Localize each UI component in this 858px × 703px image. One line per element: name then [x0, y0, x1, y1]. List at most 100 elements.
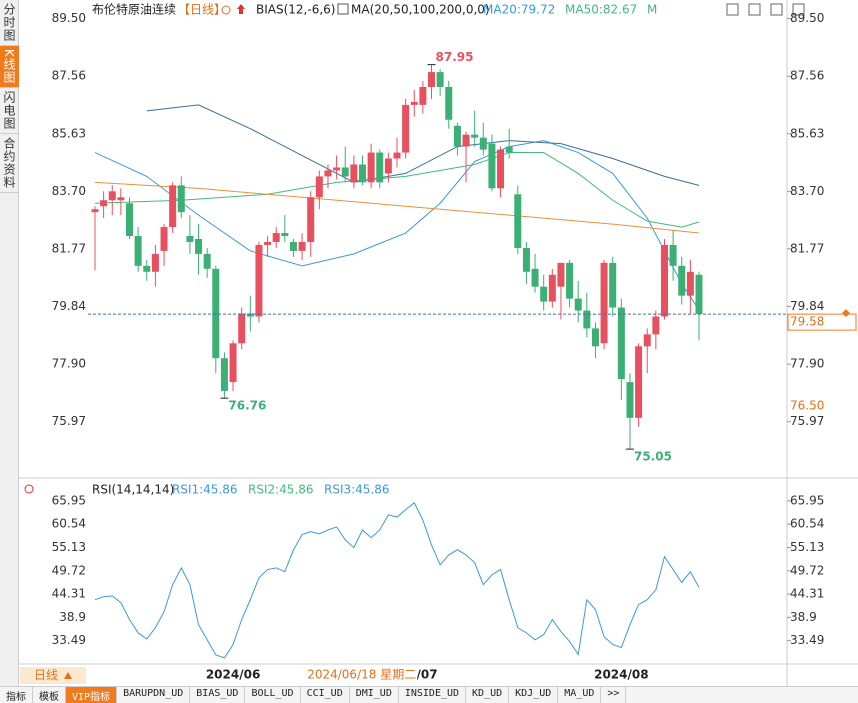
- toolbar-tab[interactable]: BARUPDN_UD: [117, 687, 191, 703]
- y-tick-label: 55.13: [52, 540, 86, 554]
- candle-body: [315, 176, 323, 198]
- period-label: 日线: [34, 668, 59, 682]
- candle-body: [220, 358, 228, 392]
- candle-body: [566, 262, 574, 299]
- candle-body: [574, 298, 582, 311]
- last-price-box: [787, 313, 857, 331]
- candle-body: [307, 197, 315, 242]
- panel-title: RSI(14,14,14): [92, 483, 174, 497]
- candle-body: [540, 286, 548, 302]
- candle-body: [471, 134, 479, 138]
- candle-body: [126, 203, 134, 237]
- legend-text: MA20:79.72: [483, 3, 555, 17]
- y-tick-label: 60.54: [790, 517, 824, 531]
- toolbar-tab[interactable]: INSIDE_UD: [399, 687, 467, 703]
- legend-text: MA50:82.67: [565, 3, 637, 17]
- candle-body: [324, 170, 332, 177]
- candle-body: [108, 191, 116, 201]
- y-tick-label: 65.95: [52, 493, 86, 507]
- toolbar-tab[interactable]: 指标: [0, 687, 33, 703]
- y-tick-label: 87.56: [52, 69, 86, 83]
- candle-body: [246, 313, 254, 317]
- candle-body: [350, 164, 358, 183]
- candle-body: [151, 253, 159, 272]
- period-button[interactable]: 日线: [20, 667, 86, 684]
- candle-body: [264, 241, 272, 245]
- settings-icon[interactable]: [24, 484, 34, 494]
- candle-body: [289, 241, 297, 251]
- candle-body: [531, 268, 539, 287]
- candle-body: [514, 194, 522, 248]
- candle-body: [238, 313, 246, 344]
- toolbar-tab[interactable]: BIAS_UD: [190, 687, 246, 703]
- rsi-line: [94, 502, 700, 659]
- candle-body: [522, 247, 530, 272]
- toolbar-tab[interactable]: VIP指标: [66, 687, 118, 703]
- candle-body: [643, 334, 651, 347]
- indicator-icon: [237, 4, 245, 14]
- candle-body: [117, 197, 125, 201]
- ma-line: [146, 104, 700, 186]
- candle-body: [436, 72, 444, 87]
- candle-body: [652, 316, 660, 335]
- y-tick-label: 85.63: [790, 126, 824, 140]
- candle-body: [617, 307, 625, 380]
- candle-body: [428, 72, 436, 87]
- y-tick-label: 81.77: [790, 241, 824, 255]
- candle-body: [169, 185, 177, 228]
- y-tick-label: 79.84: [790, 299, 824, 313]
- sidebar-tab[interactable]: 分时图: [0, 0, 19, 46]
- toolbar-tab[interactable]: DMI_UD: [350, 687, 399, 703]
- candle-body: [281, 233, 289, 237]
- toolbar-tab[interactable]: KD_UD: [466, 687, 510, 703]
- toolbar-tab[interactable]: BOLL_UD: [245, 687, 301, 703]
- y-tick-label: 87.56: [790, 69, 824, 83]
- ref-price-label: 76.50: [790, 398, 824, 412]
- sidebar-tab[interactable]: 闪电图: [0, 88, 19, 134]
- candle-body: [419, 86, 427, 105]
- y-tick-label: 89.50: [790, 11, 824, 25]
- toolbar-icons[interactable]: [726, 3, 805, 16]
- candle-body: [177, 185, 185, 213]
- candle-body: [479, 137, 487, 150]
- candle-body: [635, 346, 643, 418]
- candle-body: [333, 167, 341, 171]
- candle-body: [453, 125, 461, 147]
- crosshair-label: 2024/06/18 星期二: [307, 668, 416, 682]
- y-tick-label: 38.9: [790, 610, 817, 624]
- candle-body: [600, 262, 608, 344]
- candle-body: [384, 158, 392, 174]
- toolbar-tab[interactable]: KDJ_UD: [509, 687, 559, 703]
- candle-body: [272, 233, 280, 242]
- crosshair-bg: [305, 667, 418, 683]
- candle-body: [255, 244, 263, 317]
- candle-body: [497, 149, 505, 189]
- indicator-name: BIAS(12,-6,6): [256, 3, 335, 17]
- candle-body: [393, 152, 401, 159]
- sidebar-tab[interactable]: K线图: [0, 46, 19, 88]
- y-tick-label: 75.97: [790, 414, 824, 428]
- y-tick-label: 33.49: [52, 633, 86, 647]
- candle-body: [488, 143, 496, 189]
- toolbar-tab[interactable]: CCI_UD: [301, 687, 350, 703]
- y-tick-label: 38.9: [59, 610, 86, 624]
- sidebar-tab[interactable]: 合约资料: [0, 134, 19, 193]
- toolbar-tab[interactable]: MA_UD: [558, 687, 602, 703]
- y-tick-label: 81.77: [52, 241, 86, 255]
- candle-body: [626, 382, 634, 418]
- toolbar-tab[interactable]: 模板: [33, 687, 66, 703]
- candle-body: [686, 271, 694, 296]
- y-tick-label: 44.31: [52, 587, 86, 601]
- toolbar-tab[interactable]: >>: [601, 687, 627, 703]
- indicator-name: MA(20,50,100,200,0,0): [351, 3, 490, 17]
- y-tick-label: 33.49: [790, 633, 824, 647]
- candle-body: [91, 209, 99, 213]
- candle-body: [695, 274, 703, 315]
- toolbar: 指标 模板 VIP指标 BARUPDN_UD BIAS_UD BOLL_UD CCI_UD D…: [0, 686, 858, 703]
- candle-body: [186, 236, 194, 242]
- candle-body: [557, 262, 565, 287]
- y-tick-label: 85.63: [52, 126, 86, 140]
- legend-text: RSI1:45.86: [172, 483, 238, 497]
- ref-price-bg: [788, 397, 828, 413]
- last-price-arrow: [842, 309, 850, 318]
